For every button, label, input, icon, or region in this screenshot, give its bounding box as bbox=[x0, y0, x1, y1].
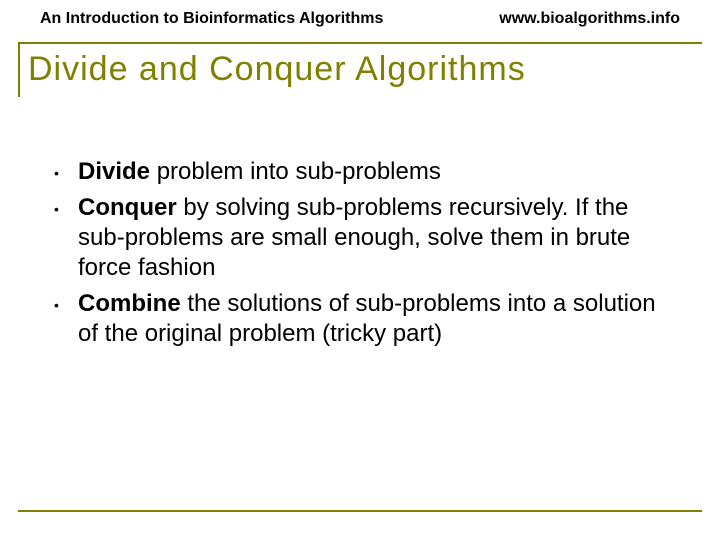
content-region: • Divide problem into sub-problems • Con… bbox=[0, 97, 720, 349]
bullet-bold: Conquer bbox=[78, 194, 177, 221]
list-item: • Divide problem into sub-problems bbox=[50, 157, 670, 187]
bullet-bold: Combine bbox=[78, 290, 181, 317]
bullet-text: Conquer by solving sub-problems recursiv… bbox=[78, 193, 670, 283]
bullet-text: Divide problem into sub-problems bbox=[78, 157, 441, 187]
bullet-icon: • bbox=[50, 289, 78, 313]
title-region: Divide and Conquer Algorithms bbox=[18, 42, 702, 97]
footer-rule bbox=[18, 510, 702, 512]
bullet-bold: Divide bbox=[78, 158, 150, 185]
slide-title: Divide and Conquer Algorithms bbox=[28, 50, 702, 89]
slide-header: An Introduction to Bioinformatics Algori… bbox=[0, 0, 720, 34]
bullet-icon: • bbox=[50, 193, 78, 217]
list-item: • Conquer by solving sub-problems recurs… bbox=[50, 193, 670, 283]
bullet-text: Combine the solutions of sub-problems in… bbox=[78, 289, 670, 349]
slide: An Introduction to Bioinformatics Algori… bbox=[0, 0, 720, 540]
bullet-rest: problem into sub-problems bbox=[150, 158, 441, 185]
title-box: Divide and Conquer Algorithms bbox=[18, 44, 702, 97]
bullet-icon: • bbox=[50, 157, 78, 181]
list-item: • Combine the solutions of sub-problems … bbox=[50, 289, 670, 349]
bullet-list: • Divide problem into sub-problems • Con… bbox=[50, 157, 670, 349]
header-left-text: An Introduction to Bioinformatics Algori… bbox=[40, 10, 383, 28]
header-right-text: www.bioalgorithms.info bbox=[499, 10, 680, 28]
